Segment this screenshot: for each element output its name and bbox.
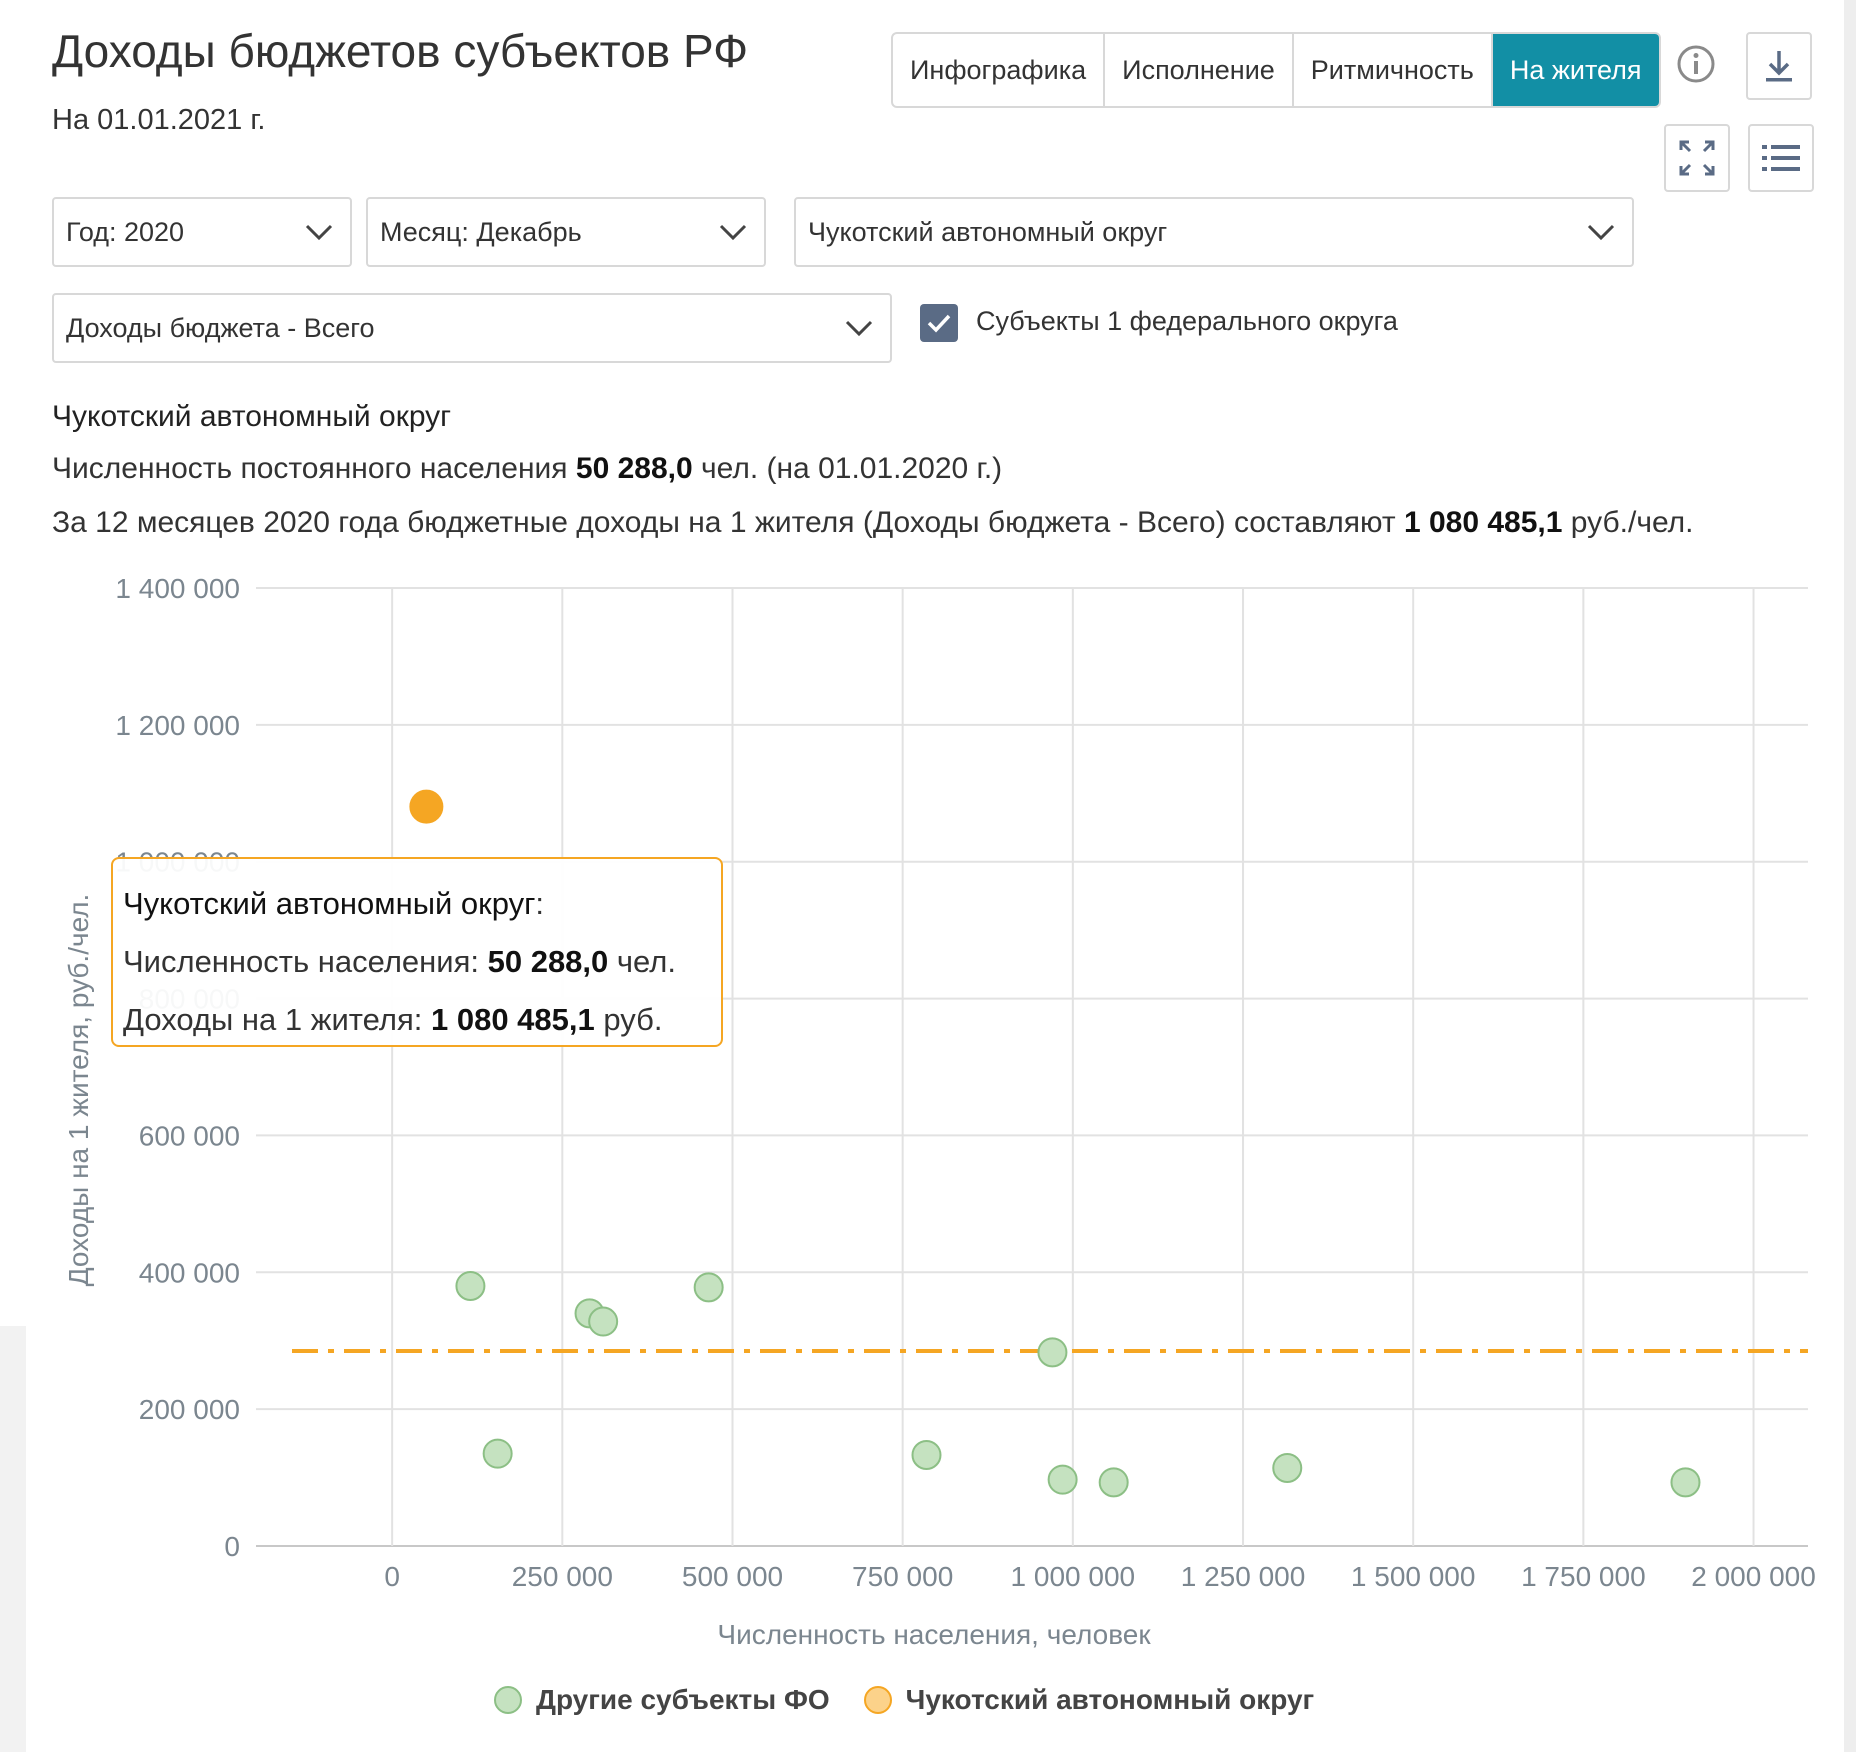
chart-grid: [256, 587, 1808, 1547]
chevron-down-icon: [305, 224, 333, 241]
y-tick-label: 600 000: [139, 1120, 240, 1151]
x-tick-label: 750 000: [852, 1561, 953, 1592]
month-select-value: Месяц: Декабрь: [380, 216, 582, 247]
tooltip-region-name: Чукотский автономный округ: [123, 886, 536, 921]
tooltip-inc-label: Доходы на 1 жителя:: [123, 1002, 431, 1037]
tab-execution[interactable]: Исполнение: [1105, 34, 1294, 106]
data-point-other: [911, 1439, 942, 1470]
population-value: 50 288,0: [575, 452, 693, 485]
scrollbar-track[interactable]: [1844, 0, 1856, 1752]
tooltip-title: Чукотский автономный округ:: [123, 875, 711, 933]
data-point-other: [482, 1438, 513, 1469]
fullscreen-icon: [1679, 140, 1715, 176]
tooltip-income: Доходы на 1 жителя: 1 080 485,1 руб.: [123, 991, 711, 1049]
list-icon: [1762, 145, 1800, 171]
tooltip-inc-unit: руб.: [594, 1002, 663, 1037]
x-axis-title: Численность населения, человек: [717, 1619, 1151, 1650]
data-point-other: [1037, 1337, 1068, 1368]
x-tick-label: 500 000: [682, 1561, 783, 1592]
region-select[interactable]: Чукотский автономный округ: [794, 197, 1634, 267]
download-button[interactable]: [1746, 32, 1812, 100]
y-tick-label: 1 200 000: [115, 710, 240, 741]
report-date: На 01.01.2021 г.: [52, 104, 266, 136]
income-suffix: руб./чел.: [1562, 506, 1694, 539]
checkmark-icon: [927, 314, 951, 333]
menu-button[interactable]: [1748, 124, 1814, 192]
region-select-value: Чукотский автономный округ: [808, 216, 1168, 247]
x-tick-label: 2 000 000: [1691, 1561, 1816, 1592]
legend-marker-others: [494, 1686, 522, 1714]
legend-label-others: Другие субъекты ФО: [536, 1684, 830, 1715]
population-prefix: Численность постоянного населения: [52, 452, 576, 485]
chart-legend: Другие субъекты ФО Чукотский автономный …: [494, 1684, 1348, 1716]
data-point-other: [693, 1272, 724, 1303]
chart-tooltip: Чукотский автономный округ: Численность …: [111, 857, 723, 1047]
chart-points: [409, 789, 1701, 1498]
data-point-other: [588, 1306, 619, 1337]
legend-label-region: Чукотский автономный округ: [905, 1684, 1315, 1715]
x-tick-label: 1 250 000: [1181, 1561, 1306, 1592]
federal-district-checkbox[interactable]: [920, 304, 958, 342]
tooltip-inc-value: 1 080 485,1: [430, 1002, 595, 1037]
data-point-other: [1670, 1467, 1701, 1498]
tab-infographics[interactable]: Инфографика: [893, 34, 1106, 106]
chart-panel: [26, 1326, 1844, 1752]
data-point-other: [455, 1270, 486, 1301]
x-tick-label: 1 000 000: [1011, 1561, 1136, 1592]
chevron-down-icon: [845, 320, 873, 337]
tab-rhythm[interactable]: Ритмичность: [1294, 34, 1493, 106]
indicator-select[interactable]: Доходы бюджета - Всего: [52, 293, 892, 363]
income-value: 1 080 485,1: [1403, 506, 1563, 539]
fullscreen-button[interactable]: [1664, 124, 1730, 192]
selected-region-name: Чукотский автономный округ: [52, 400, 452, 433]
data-point-other: [1098, 1467, 1129, 1498]
income-prefix: За 12 месяцев 2020 года бюджетные доходы…: [52, 506, 1404, 539]
y-axis-title: Доходы на 1 жителя, руб./чел.: [63, 894, 94, 1287]
population-suffix: чел. (на 01.01.2020 г.): [692, 452, 1003, 485]
month-select[interactable]: Месяц: Декабрь: [366, 197, 766, 267]
view-tabs: Инфографика Исполнение Ритмичность На жи…: [891, 32, 1661, 108]
data-point-other: [1272, 1452, 1303, 1483]
legend-item-region[interactable]: Чукотский автономный округ: [863, 1684, 1315, 1716]
legend-item-others[interactable]: Другие субъекты ФО: [494, 1684, 830, 1716]
x-axis-ticks: 0 250 000 500 000 750 000 1 000 000 1 250 000…: [384, 1561, 1815, 1592]
tooltip-colon: :: [535, 886, 545, 921]
legend-marker-region: [863, 1686, 892, 1714]
population-summary: Численность постоянного населения 50 288…: [52, 452, 1002, 486]
x-tick-label: 1 750 000: [1521, 1561, 1646, 1592]
year-select[interactable]: Год: 2020: [52, 197, 352, 267]
y-tick-label: 1 400 000: [115, 573, 240, 604]
federal-district-checkbox-label[interactable]: Субъекты 1 федерального округа: [976, 306, 1398, 336]
data-point-other: [1047, 1464, 1078, 1495]
chevron-down-icon: [1587, 224, 1615, 241]
tooltip-pop-label: Численность населения:: [123, 944, 488, 979]
chevron-down-icon: [719, 224, 747, 241]
tooltip-pop-unit: чел.: [608, 944, 676, 979]
x-tick-label: 250 000: [512, 1561, 613, 1592]
indicator-select-value: Доходы бюджета - Всего: [66, 312, 375, 343]
tab-per-capita[interactable]: На жителя: [1492, 34, 1659, 106]
info-icon[interactable]: [1676, 44, 1716, 84]
x-tick-label: 0: [384, 1561, 400, 1592]
tooltip-population: Численность населения: 50 288,0 чел.: [123, 933, 711, 991]
page-title: Доходы бюджетов субъектов РФ: [52, 25, 749, 77]
data-point-selected-region: [409, 789, 444, 824]
y-tick-label: 0: [224, 1531, 240, 1562]
income-summary: За 12 месяцев 2020 года бюджетные доходы…: [52, 506, 1693, 540]
y-tick-label: 400 000: [139, 1257, 240, 1288]
x-tick-label: 1 500 000: [1351, 1561, 1476, 1592]
tooltip-pop-value: 50 288,0: [487, 944, 609, 979]
download-icon: [1766, 51, 1792, 82]
year-select-value: Год: 2020: [66, 216, 185, 247]
y-tick-label: 200 000: [139, 1394, 240, 1425]
